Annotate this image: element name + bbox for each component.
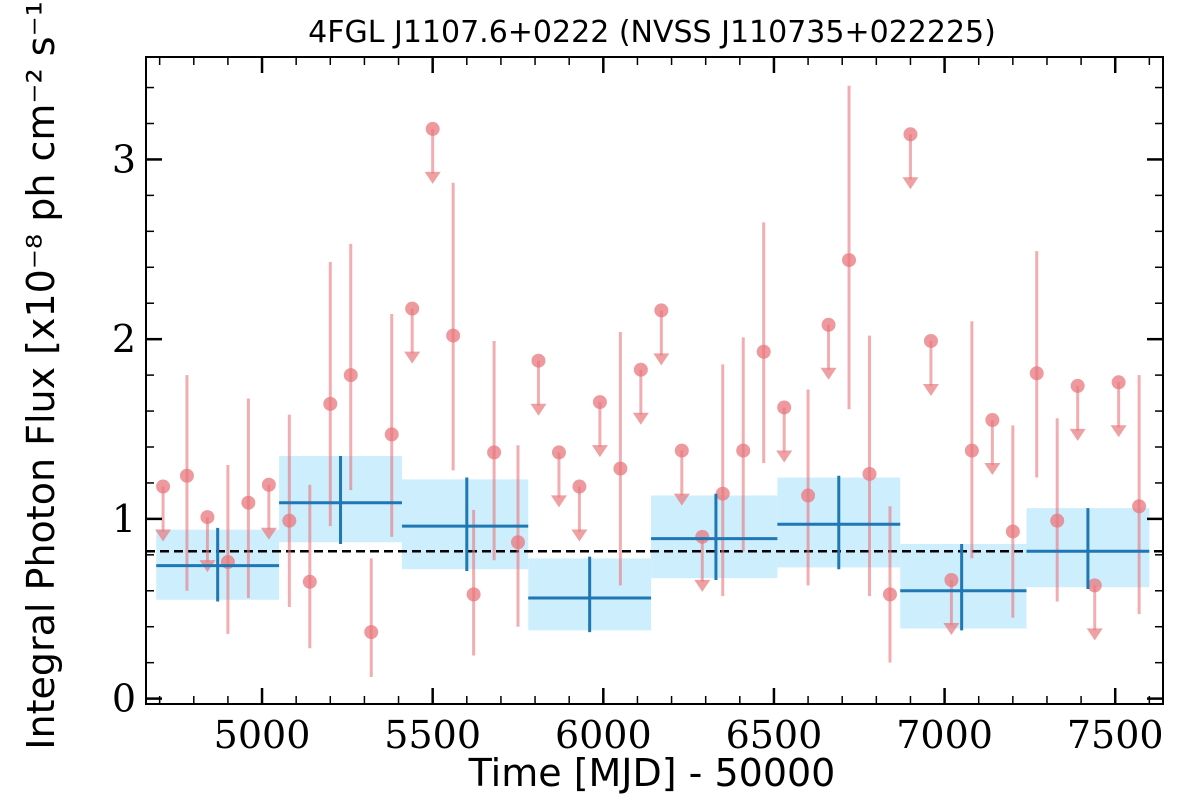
detection-point-6: [343, 368, 358, 383]
detection-point-8: [384, 427, 399, 442]
detection-point-10: [466, 587, 481, 602]
detection-point-20: [882, 587, 897, 602]
detection-point-22: [1005, 524, 1020, 539]
upper-limit-point-16: [923, 333, 938, 348]
upper-limit-arrow-17: [943, 622, 960, 635]
upper-limit-arrow-0: [155, 529, 172, 542]
detection-point-2: [241, 495, 256, 510]
detection-point-23: [1029, 366, 1044, 381]
x-tick-label: 6500: [726, 713, 823, 757]
detection-point-4: [302, 574, 317, 589]
upper-limit-point-4: [425, 121, 440, 136]
upper-limit-arrow-14: [820, 367, 837, 380]
detection-point-3: [282, 513, 297, 528]
upper-limit-point-1: [200, 510, 215, 525]
upper-limit-arrow-13: [776, 450, 793, 463]
upper-limit-point-0: [156, 479, 171, 494]
upper-limit-point-7: [572, 479, 587, 494]
y-tick-label: 3: [112, 137, 136, 181]
detection-point-9: [446, 328, 461, 343]
y-axis-label: Integral Photon Flux [x10⁻⁸ ph cm⁻² s⁻¹]: [19, 0, 63, 750]
x-tick-label: 5000: [214, 713, 311, 757]
upper-limit-arrow-16: [922, 383, 939, 396]
upper-limit-point-8: [592, 395, 607, 410]
detection-point-16: [756, 344, 771, 359]
y-tick-label: 1: [112, 497, 136, 541]
bin-band-2: [401, 479, 529, 570]
detection-point-21: [964, 443, 979, 458]
upper-limit-arrow-12: [694, 579, 711, 592]
upper-limit-arrow-21: [1110, 425, 1127, 438]
detection-point-18: [842, 253, 857, 268]
chart-title: 4FGL J1107.6+0222 (NVSS J110735+022225): [308, 15, 996, 50]
upper-limit-arrow-15: [902, 177, 919, 190]
upper-limit-arrow-10: [653, 353, 670, 366]
upper-limit-point-14: [821, 317, 836, 332]
y-tick-label: 2: [112, 317, 136, 361]
detection-point-24: [1050, 513, 1065, 528]
detection-point-19: [862, 466, 877, 481]
upper-limit-arrow-19: [1069, 428, 1086, 441]
x-tick-label: 7500: [1067, 713, 1164, 757]
upper-limit-point-19: [1070, 378, 1085, 393]
upper-limit-point-21: [1111, 375, 1126, 390]
upper-limit-point-9: [633, 362, 648, 377]
detection-point-5: [323, 396, 338, 411]
upper-limit-point-10: [654, 303, 669, 318]
plot-area: 5000 5500 6000 6500 7000 7500 0 1 2 3: [112, 56, 1164, 757]
upper-limit-point-11: [674, 443, 689, 458]
upper-limit-arrow-3: [404, 351, 421, 364]
upper-limit-arrow-11: [673, 493, 690, 506]
upper-limit-arrow-20: [1086, 628, 1103, 641]
upper-limit-point-13: [777, 400, 792, 415]
detection-point-15: [736, 443, 751, 458]
y-tick-label: 0: [112, 677, 136, 721]
upper-limit-point-3: [405, 301, 420, 316]
bin-band-4: [651, 495, 778, 579]
x-tick-label: 7000: [896, 713, 993, 757]
detection-point-17: [801, 488, 816, 503]
upper-limit-arrow-4: [424, 171, 441, 184]
upper-limit-point-12: [695, 529, 710, 544]
upper-limit-arrow-7: [571, 529, 588, 542]
detection-point-14: [715, 486, 730, 501]
upper-limit-arrow-9: [632, 412, 649, 425]
detection-point-0: [179, 468, 194, 483]
upper-limit-point-2: [261, 477, 276, 492]
upper-limit-arrow-8: [591, 445, 608, 458]
upper-limit-arrow-18: [984, 463, 1001, 476]
upper-limit-point-6: [551, 445, 566, 460]
upper-limit-arrow-2: [260, 527, 277, 540]
detection-point-13: [613, 461, 628, 476]
detection-point-12: [510, 535, 525, 550]
upper-limit-point-17: [944, 572, 959, 587]
x-tick-label: 5500: [384, 713, 481, 757]
detection-point-7: [364, 625, 379, 640]
upper-limit-point-5: [531, 353, 546, 368]
detection-point-25: [1132, 499, 1147, 514]
x-tick-label: 6000: [555, 713, 652, 757]
upper-limit-point-15: [903, 127, 918, 142]
upper-limit-point-18: [985, 413, 1000, 428]
upper-limit-point-20: [1087, 578, 1102, 593]
bin-band-6: [900, 544, 1027, 629]
plot-frame: [145, 56, 1164, 705]
upper-limit-arrow-6: [550, 495, 567, 508]
x-axis-label: Time [MJD] - 50000: [468, 751, 836, 795]
upper-limit-arrow-5: [530, 403, 547, 416]
detection-point-11: [487, 445, 502, 460]
